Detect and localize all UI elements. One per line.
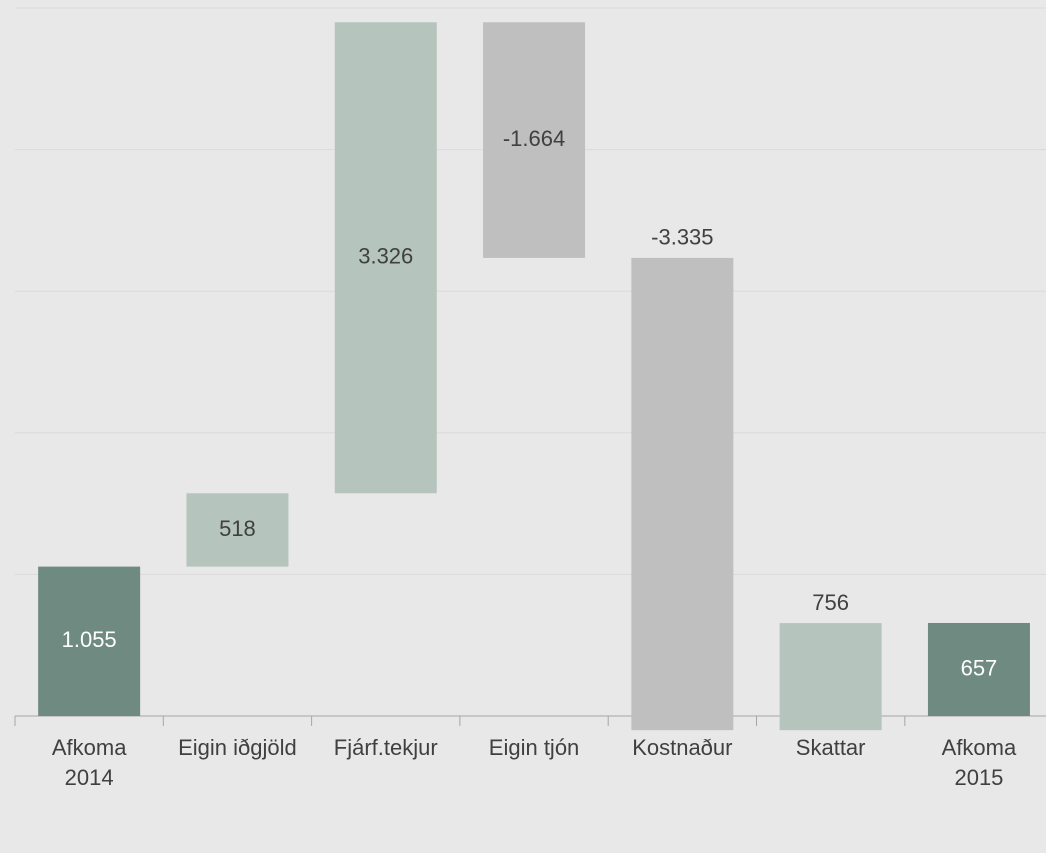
- bar: [483, 22, 586, 258]
- x-tick-label: Afkoma 2015: [941, 735, 1017, 790]
- value-label: 518: [219, 516, 256, 541]
- x-tick-label: Afkoma 2014: [51, 735, 127, 790]
- x-tick-label: Eigin tjón: [488, 735, 580, 760]
- x-tick-label: Kostnaður: [632, 735, 733, 760]
- bar: [38, 566, 141, 716]
- bar: [779, 623, 882, 731]
- value-label: 756: [812, 590, 849, 615]
- bar: [334, 22, 437, 494]
- value-label: -1.664: [503, 126, 565, 151]
- x-tick-label: Eigin iðgjöld: [178, 735, 297, 760]
- value-label: 657: [961, 655, 998, 680]
- value-label: 3.326: [358, 244, 413, 269]
- x-tick-label: Fjárf.tekjur: [333, 735, 438, 760]
- value-label: -3.335: [651, 225, 713, 250]
- x-tick-label: Skattar: [795, 735, 866, 760]
- value-label: 1.055: [62, 627, 117, 652]
- bar: [927, 622, 1030, 716]
- bar: [186, 493, 289, 567]
- bar: [631, 257, 734, 731]
